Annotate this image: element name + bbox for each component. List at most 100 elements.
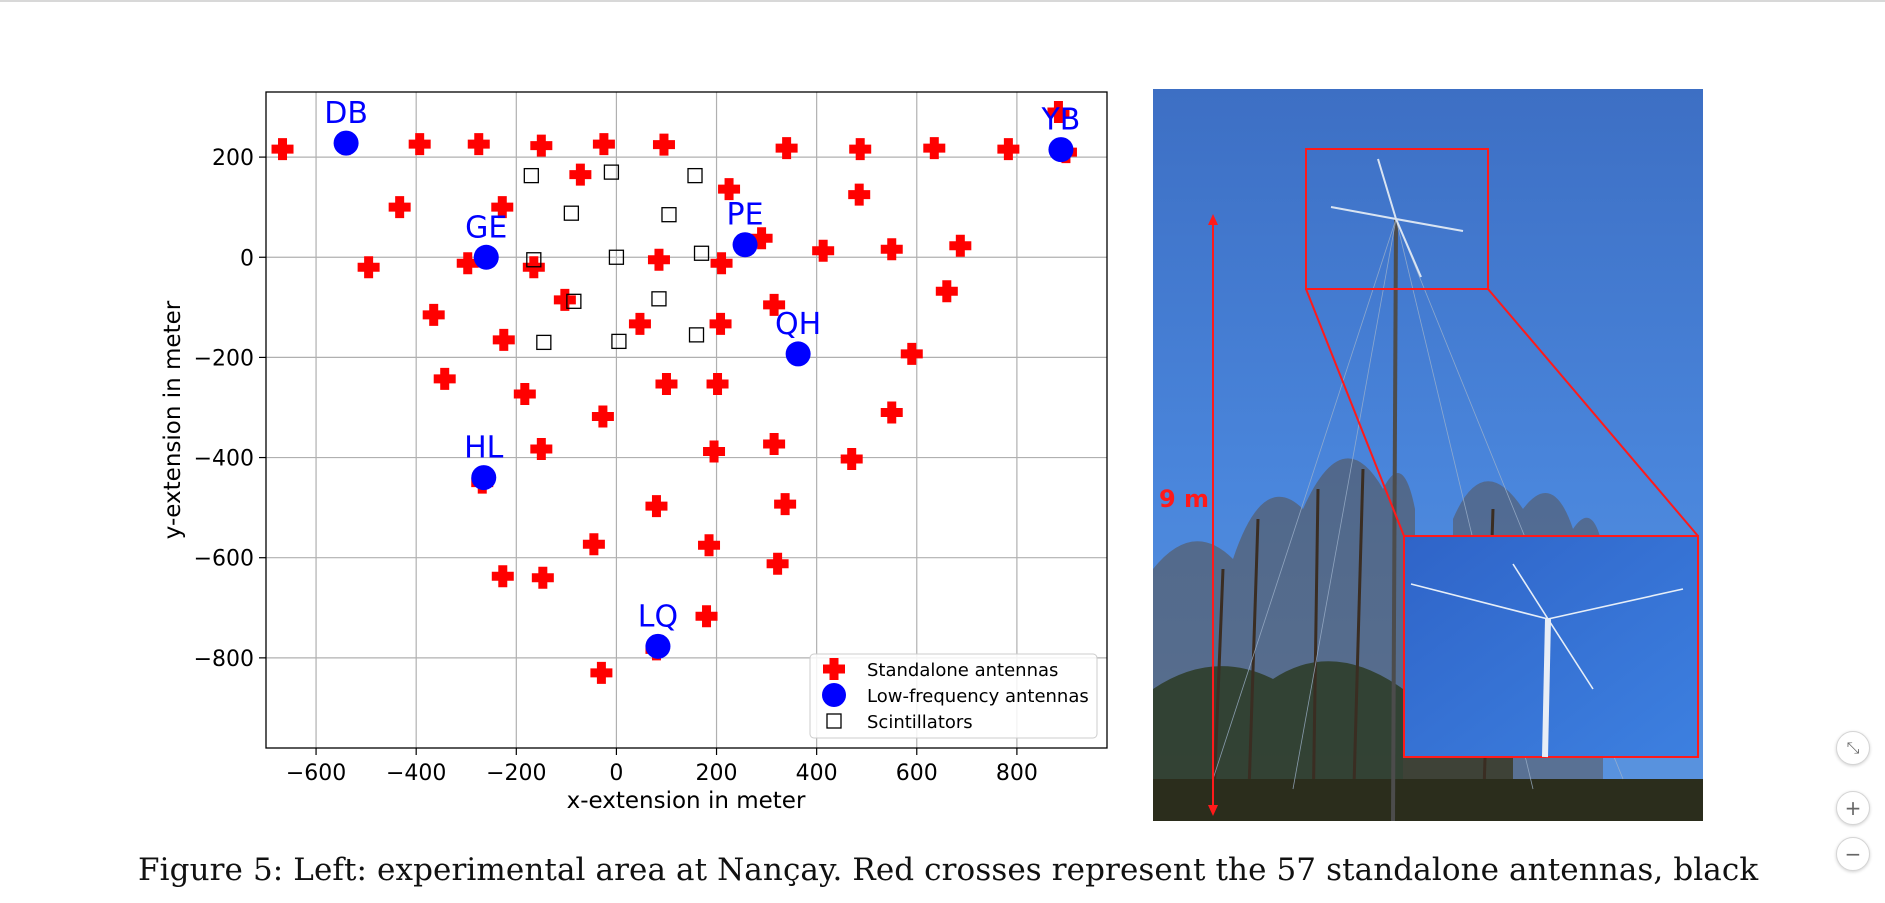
low-frequency-antenna-marker: [1048, 137, 1074, 163]
standalone-antenna-marker: [271, 138, 294, 161]
y-tick-label: −200: [194, 346, 254, 371]
standalone-antenna-marker: [652, 133, 675, 156]
standalone-antenna-marker: [709, 312, 732, 335]
standalone-antenna-marker: [408, 133, 431, 156]
standalone-antenna-marker: [900, 342, 923, 365]
standalone-antenna-marker: [775, 137, 798, 160]
standalone-antenna-marker: [357, 256, 380, 279]
standalone-antenna-marker: [456, 252, 479, 275]
standalone-antenna-marker: [531, 566, 554, 589]
standalone-antenna-marker: [763, 293, 786, 316]
legend-label: Low-frequency antennas: [867, 686, 1089, 707]
station-label: DB: [324, 96, 368, 131]
legend-standalone-marker: [823, 658, 845, 680]
station-label: PE: [727, 198, 764, 233]
zoom-out-button[interactable]: −: [1836, 837, 1870, 871]
inset-photo: [1403, 535, 1699, 758]
standalone-antenna-marker: [647, 248, 670, 271]
legend-low-frequency-marker: [822, 683, 846, 707]
scintillator-marker: [526, 252, 542, 268]
standalone-antenna-marker: [491, 565, 514, 588]
axis-ticks: −600 −400 −200 0 200 400 600 800 200 0 −200 −400 −60…: [194, 146, 1038, 786]
standalone-antenna-marker: [849, 138, 872, 161]
scintillator-marker: [651, 291, 667, 307]
minus-icon: −: [1844, 842, 1862, 866]
station-label: HL: [464, 431, 504, 466]
plus-icon: +: [1844, 796, 1862, 820]
y-tick-label: 200: [212, 146, 254, 171]
standalone-antenna-marker: [766, 552, 789, 575]
antenna-mast: [1391, 218, 1398, 821]
standalone-antenna-marker: [935, 280, 958, 303]
standalone-antenna-marker: [1047, 101, 1070, 124]
x-tick-label: −600: [286, 761, 346, 786]
standalone-antenna-marker: [812, 239, 835, 262]
x-tick-label: 0: [609, 761, 623, 786]
zoom-connector-right: [1487, 288, 1699, 537]
standalone-antenna-marker: [750, 227, 773, 250]
standalone-antenna-marker: [774, 493, 797, 516]
standalone-antenna-marker: [491, 196, 514, 219]
standalone-antenna-marker: [388, 196, 411, 219]
station-label: YB: [1040, 103, 1080, 138]
standalone-antenna-marker: [590, 661, 613, 684]
y-tick-label: −400: [194, 447, 254, 472]
scintillator-marker: [523, 167, 539, 184]
standalone-antenna-marker: [467, 133, 490, 156]
plot-grid: [266, 92, 1107, 748]
x-tick-label: −400: [386, 761, 446, 786]
scintillator-marker: [661, 207, 677, 223]
scintillator-marker: [566, 293, 582, 309]
standalone-antenna-marker: [706, 372, 729, 395]
standalone-antenna-marker: [695, 605, 718, 628]
low-frequency-antenna-marker: [645, 633, 671, 659]
data-markers: [271, 101, 1077, 684]
legend: Standalone antennas Low-frequency antenna…: [809, 653, 1098, 739]
x-tick-label: 200: [696, 761, 738, 786]
low-frequency-antenna-marker: [333, 130, 359, 156]
standalone-antenna-marker: [703, 440, 726, 463]
arrow-head-bottom: [1208, 805, 1218, 816]
fit-page-button[interactable]: ⤡: [1836, 731, 1870, 765]
station-labels: DB GE PE QH HL LQ YB: [324, 96, 1080, 634]
standalone-antenna-marker: [710, 252, 733, 275]
y-tick-label: −600: [194, 547, 254, 572]
scintillator-marker: [687, 167, 703, 184]
arrow-head-top: [1208, 214, 1218, 225]
standalone-antenna-marker: [880, 401, 903, 424]
antenna-layout-scatter-plot: −600 −400 −200 0 200 400 600 800 200 0 −200 −400 −60…: [160, 91, 1108, 814]
standalone-antenna-marker: [591, 405, 614, 428]
standalone-antenna-marker: [433, 367, 456, 390]
standalone-antenna-marker: [655, 372, 678, 395]
standalone-antenna-marker: [592, 133, 615, 156]
fit-icon: ⤡: [1846, 738, 1860, 757]
standalone-antenna-marker: [569, 163, 592, 186]
scintillator-marker: [603, 164, 620, 180]
scintillator-marker: [563, 205, 580, 221]
inset-mast: [1542, 618, 1551, 758]
scintillator-marker: [693, 245, 710, 261]
antenna-photo: 9 m: [1153, 89, 1703, 821]
zoom-box: [1305, 148, 1489, 290]
low-frequency-antenna-marker: [785, 341, 811, 367]
station-label: QH: [775, 307, 821, 342]
x-tick-label: 800: [996, 761, 1038, 786]
standalone-antenna-marker: [763, 433, 786, 456]
inset-antenna: [1410, 563, 1684, 690]
standalone-antenna-marker: [698, 534, 721, 557]
zoom-in-button[interactable]: +: [1836, 791, 1870, 825]
legend-label: Scintillators: [867, 712, 973, 733]
plot-frame: [265, 91, 1108, 749]
low-frequency-antenna-marker: [471, 465, 497, 491]
x-tick-label: 400: [796, 761, 838, 786]
standalone-antenna-marker: [582, 533, 605, 556]
standalone-antenna-marker: [718, 178, 741, 201]
top-border: [0, 0, 1885, 2]
scintillator-marker: [608, 249, 625, 265]
standalone-antenna-marker: [530, 438, 553, 461]
standalone-antenna-marker: [949, 234, 972, 257]
standalone-antenna-marker: [840, 448, 863, 471]
standalone-antenna-marker: [492, 328, 515, 351]
standalone-antenna-marker: [530, 134, 553, 157]
antenna-arms: [1330, 158, 1464, 278]
